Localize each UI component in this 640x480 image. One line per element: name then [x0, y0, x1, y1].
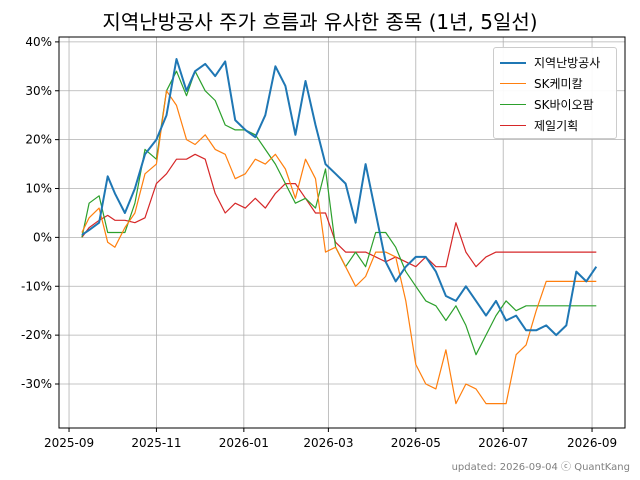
- x-tick-label: 2026-03: [303, 436, 353, 450]
- footer-credit: updated: 2026-09-04 ⓒ QuantKang: [451, 462, 630, 473]
- x-tick-label: 2026-05: [391, 436, 441, 450]
- legend-swatch: [500, 125, 526, 126]
- x-tick-label: 2025-09: [44, 436, 94, 450]
- x-tick-label: 2026-09: [567, 436, 617, 450]
- x-tick-label: 2026-01: [219, 436, 269, 450]
- legend-item: 지역난방공사: [500, 52, 610, 73]
- series-line: [81, 58, 598, 337]
- y-tick-label: -30%: [21, 377, 52, 391]
- y-tick-label: -20%: [21, 328, 52, 342]
- series-line: [81, 153, 597, 268]
- y-tick-label: 30%: [25, 84, 52, 98]
- legend-item: 제일기획: [500, 115, 610, 136]
- x-axis: 2025-09 2025-11 2026-01 2026-03 2026-05 2026-…: [44, 428, 617, 450]
- x-tick-label: 2026-07: [478, 436, 528, 450]
- y-axis: -30% -20% -10% 0% 10% 20% 30% 40%: [21, 35, 59, 391]
- legend-label: SK바이오팜: [534, 98, 594, 112]
- x-tick-label: 2025-11: [131, 436, 181, 450]
- y-tick-label: 20%: [25, 133, 52, 147]
- legend-swatch: [500, 61, 526, 64]
- plot-frame: [58, 36, 626, 429]
- series-lines: [81, 58, 598, 405]
- legend-label: SK케미칼: [534, 77, 583, 91]
- legend-label: 제일기획: [534, 119, 579, 133]
- series-line: [81, 90, 597, 405]
- chart-title: 지역난방공사 주가 흐름과 유사한 종목 (1년, 5일선): [102, 10, 538, 34]
- legend-item: SK바이오팜: [500, 94, 610, 115]
- y-tick-label: 10%: [25, 182, 52, 196]
- y-tick-label: 0%: [33, 230, 52, 244]
- legend-swatch: [500, 83, 526, 84]
- legend-item: SK케미칼: [500, 73, 610, 94]
- legend-label: 지역난방공사: [534, 56, 601, 70]
- legend-swatch: [500, 104, 526, 105]
- y-tick-label: 40%: [25, 35, 52, 49]
- y-tick-label: -10%: [21, 279, 52, 293]
